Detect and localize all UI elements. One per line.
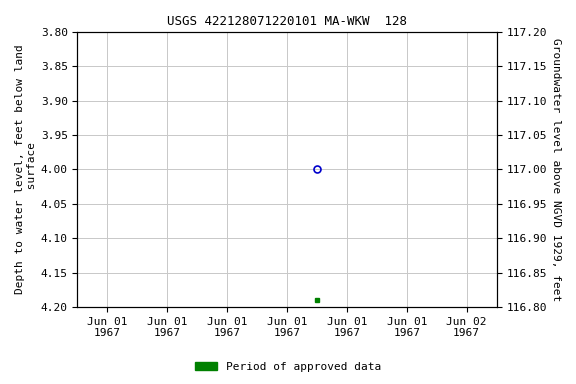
Legend: Period of approved data: Period of approved data — [191, 358, 385, 377]
Title: USGS 422128071220101 MA-WKW  128: USGS 422128071220101 MA-WKW 128 — [167, 15, 407, 28]
Y-axis label: Depth to water level, feet below land
 surface: Depth to water level, feet below land su… — [15, 45, 37, 294]
Y-axis label: Groundwater level above NGVD 1929, feet: Groundwater level above NGVD 1929, feet — [551, 38, 561, 301]
